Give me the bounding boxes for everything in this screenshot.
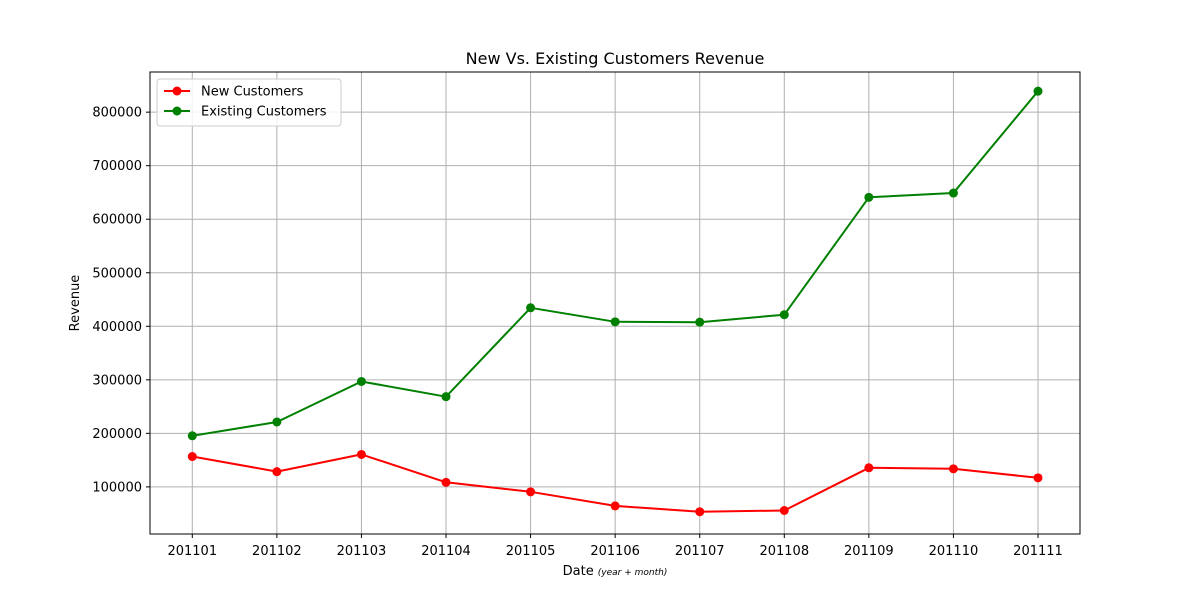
x-tick-label: 201101 xyxy=(167,544,217,559)
y-tick-label: 400000 xyxy=(92,320,142,335)
x-tick-label: 201107 xyxy=(675,544,725,559)
y-axis-label: Revenue xyxy=(68,275,83,332)
data-point-new-customers xyxy=(272,467,282,477)
data-point-new-customers xyxy=(187,452,197,462)
x-tick-label: 201102 xyxy=(252,544,302,559)
data-point-new-customers xyxy=(356,449,366,459)
grid xyxy=(150,72,1080,534)
legend: New Customers Existing Customers xyxy=(156,78,342,127)
data-point-existing-customers xyxy=(1033,86,1043,96)
data-point-existing-customers xyxy=(610,317,620,327)
legend-item-existing-customers: Existing Customers xyxy=(164,105,327,120)
x-axis-label-sub: (year + month) xyxy=(598,568,668,578)
x-tick-label: 201106 xyxy=(590,544,640,559)
x-axis-label: Date (year + month) xyxy=(563,564,668,579)
chart-title: New Vs. Existing Customers Revenue xyxy=(466,49,765,68)
data-point-new-customers xyxy=(779,505,789,515)
x-axis: 201101 201102 201103 201104 201105 201106 2011… xyxy=(167,534,1063,559)
x-tick-label: 201104 xyxy=(421,544,471,559)
data-point-existing-customers xyxy=(441,392,451,402)
data-point-existing-customers xyxy=(864,192,874,202)
x-tick-label: 201103 xyxy=(337,544,387,559)
x-axis-label-main: Date xyxy=(563,564,594,579)
legend-marker-existing-customers xyxy=(172,106,182,116)
data-point-existing-customers xyxy=(356,376,366,386)
legend-marker-new-customers xyxy=(172,86,182,96)
data-point-existing-customers xyxy=(187,431,197,441)
data-point-existing-customers xyxy=(526,303,536,313)
y-tick-label: 100000 xyxy=(92,480,142,495)
legend-box xyxy=(156,78,342,127)
legend-label-new-customers: New Customers xyxy=(201,85,304,100)
y-tick-label: 700000 xyxy=(92,159,142,174)
data-point-new-customers xyxy=(695,507,705,517)
data-point-new-customers xyxy=(864,463,874,473)
data-point-new-customers xyxy=(441,477,451,487)
data-point-new-customers xyxy=(1033,473,1043,483)
data-point-existing-customers xyxy=(948,188,958,198)
y-tick-label: 200000 xyxy=(92,427,142,442)
y-tick-label: 300000 xyxy=(92,373,142,388)
series-new-customers xyxy=(187,449,1043,517)
y-axis: 100000 200000 300000 400000 500000 600000 7000… xyxy=(92,106,150,495)
data-point-new-customers xyxy=(948,464,958,474)
x-tick-label: 201110 xyxy=(929,544,979,559)
x-tick-label: 201108 xyxy=(759,544,809,559)
y-tick-label: 600000 xyxy=(92,213,142,228)
data-point-existing-customers xyxy=(272,417,282,427)
legend-label-existing-customers: Existing Customers xyxy=(201,105,327,120)
data-point-new-customers xyxy=(526,487,536,497)
data-point-existing-customers xyxy=(779,310,789,320)
legend-item-new-customers: New Customers xyxy=(164,85,304,100)
x-tick-label: 201105 xyxy=(506,544,556,559)
y-tick-label: 500000 xyxy=(92,266,142,281)
data-point-existing-customers xyxy=(695,317,705,327)
data-point-new-customers xyxy=(610,501,620,511)
x-tick-label: 201111 xyxy=(1013,544,1063,559)
x-tick-label: 201109 xyxy=(844,544,894,559)
y-tick-label: 800000 xyxy=(92,106,142,121)
series-group xyxy=(187,86,1043,517)
series-existing-customers xyxy=(187,86,1043,441)
